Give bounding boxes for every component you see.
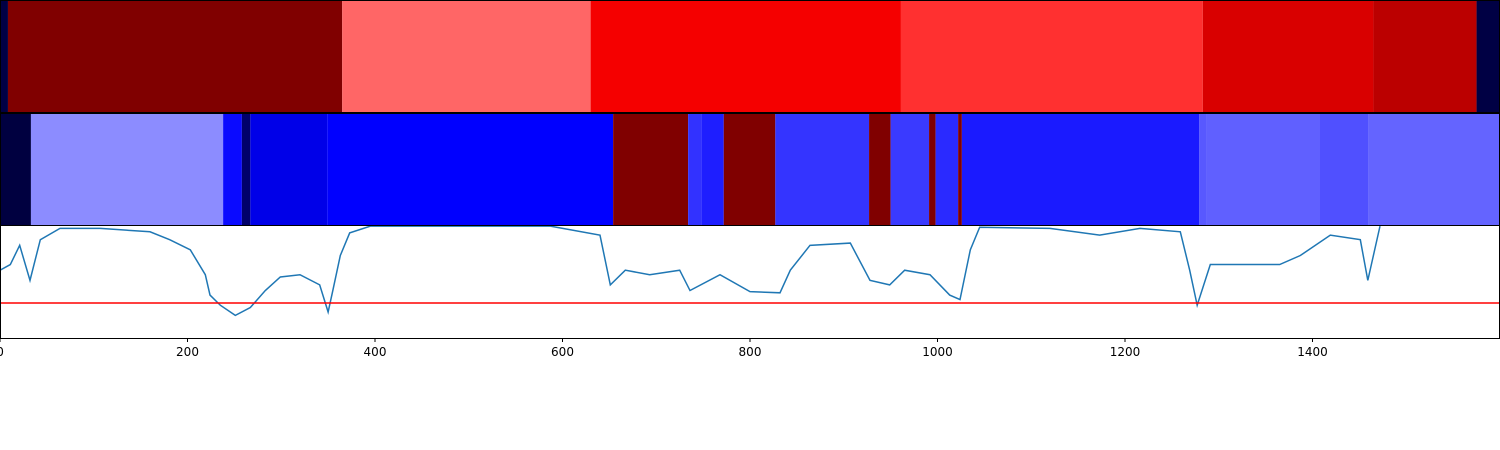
strip-segment	[688, 113, 702, 225]
strip-segment	[250, 113, 328, 225]
strip-segment	[0, 113, 31, 225]
strip-segment	[0, 0, 8, 112]
strip-segment	[30, 113, 224, 225]
data-line	[0, 225, 1381, 317]
strip-segment	[929, 113, 936, 225]
panel-frame	[0, 225, 1500, 339]
plot-area	[0, 225, 1500, 317]
strip-segment	[1202, 0, 1374, 112]
strip-segment	[590, 0, 901, 112]
strip-segment	[958, 113, 962, 225]
strip-segment	[7, 0, 343, 112]
strip-segment	[1368, 113, 1500, 225]
strip-segment	[1320, 113, 1369, 225]
x-tick-label: 1400	[1297, 345, 1328, 359]
strip-segment	[869, 113, 891, 225]
strip-segment	[342, 0, 591, 112]
x-tick-label: 800	[739, 345, 762, 359]
strip-segment	[1199, 113, 1207, 225]
x-tick-label: 1200	[1110, 345, 1141, 359]
strip-segment	[327, 113, 614, 225]
strip-segment	[961, 113, 1200, 225]
strip-segment	[935, 113, 959, 225]
strip-segment	[890, 113, 930, 225]
strip-segment	[775, 113, 870, 225]
x-tick-label: 400	[364, 345, 387, 359]
x-tick-label: 0	[0, 345, 4, 359]
strip-segment	[900, 0, 1203, 112]
strip-segment	[241, 113, 251, 225]
x-tick-label: 1000	[922, 345, 953, 359]
strip-segment	[613, 113, 689, 225]
strip-segment	[723, 113, 776, 225]
strip-segment	[1206, 113, 1320, 225]
strip-segment	[1373, 0, 1477, 112]
x-tick-label: 200	[176, 345, 199, 359]
strip-segment	[701, 113, 724, 225]
x-tick-label: 600	[551, 345, 574, 359]
strip-segment	[1476, 0, 1500, 112]
strip-segment	[223, 113, 242, 225]
